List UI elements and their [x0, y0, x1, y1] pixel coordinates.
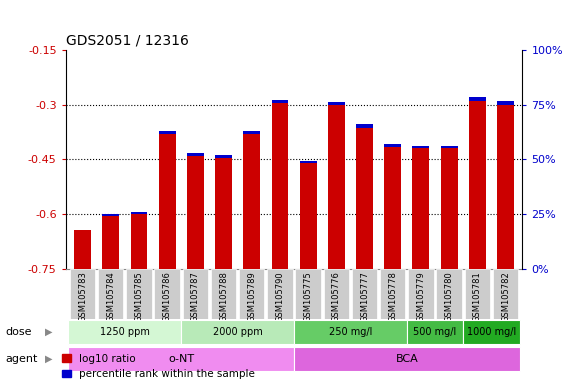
Text: GSM105776: GSM105776: [332, 271, 341, 322]
Bar: [271, 103, 288, 269]
Bar: [215, 155, 232, 157]
FancyBboxPatch shape: [352, 269, 377, 319]
Text: 1250 ppm: 1250 ppm: [100, 327, 150, 337]
Bar: [187, 156, 204, 269]
Text: 500 mg/l: 500 mg/l: [413, 327, 457, 337]
Bar: [243, 134, 260, 269]
Bar: [469, 101, 486, 269]
FancyBboxPatch shape: [69, 320, 181, 344]
Bar: [187, 153, 204, 156]
FancyBboxPatch shape: [70, 269, 95, 319]
Bar: [159, 134, 176, 269]
Text: GSM105790: GSM105790: [275, 271, 284, 322]
Text: GSM105783: GSM105783: [78, 271, 87, 322]
Bar: [497, 105, 514, 269]
Bar: [243, 131, 260, 134]
Text: GSM105787: GSM105787: [191, 271, 200, 322]
Text: ▶: ▶: [45, 354, 53, 364]
Text: 2000 ppm: 2000 ppm: [213, 327, 263, 337]
Text: GSM105779: GSM105779: [416, 271, 425, 322]
Bar: [356, 124, 373, 128]
Text: o-NT: o-NT: [168, 354, 194, 364]
Text: GDS2051 / 12316: GDS2051 / 12316: [66, 33, 188, 47]
Text: GSM105788: GSM105788: [219, 271, 228, 322]
Text: GSM105786: GSM105786: [163, 271, 172, 322]
Text: GSM105785: GSM105785: [135, 271, 143, 322]
Bar: [159, 131, 176, 134]
FancyBboxPatch shape: [463, 320, 520, 344]
Text: dose: dose: [6, 327, 32, 337]
Bar: [131, 214, 147, 269]
FancyBboxPatch shape: [98, 269, 123, 319]
FancyBboxPatch shape: [69, 347, 294, 371]
Text: GSM105789: GSM105789: [247, 271, 256, 322]
Bar: [497, 101, 514, 105]
Text: GSM105784: GSM105784: [106, 271, 115, 322]
FancyBboxPatch shape: [211, 269, 236, 319]
Bar: [412, 149, 429, 269]
Bar: [384, 144, 401, 147]
FancyBboxPatch shape: [294, 347, 520, 371]
Text: 250 mg/l: 250 mg/l: [329, 327, 372, 337]
FancyBboxPatch shape: [126, 269, 152, 319]
Bar: [271, 100, 288, 103]
Text: GSM105777: GSM105777: [360, 271, 369, 322]
Bar: [441, 149, 457, 269]
FancyBboxPatch shape: [408, 269, 433, 319]
Bar: [384, 147, 401, 269]
FancyBboxPatch shape: [183, 269, 208, 319]
Text: ▶: ▶: [45, 327, 53, 337]
Bar: [300, 161, 317, 163]
Bar: [74, 230, 91, 269]
FancyBboxPatch shape: [267, 269, 293, 319]
Bar: [441, 146, 457, 149]
Text: GSM105782: GSM105782: [501, 271, 510, 322]
Bar: [131, 212, 147, 214]
Bar: [102, 216, 119, 269]
Text: GSM105781: GSM105781: [473, 271, 482, 322]
FancyBboxPatch shape: [295, 269, 321, 319]
FancyBboxPatch shape: [239, 269, 264, 319]
Bar: [215, 157, 232, 269]
FancyBboxPatch shape: [493, 269, 518, 319]
FancyBboxPatch shape: [465, 269, 490, 319]
FancyBboxPatch shape: [181, 320, 294, 344]
Text: GSM105775: GSM105775: [304, 271, 313, 322]
FancyBboxPatch shape: [380, 269, 405, 319]
FancyBboxPatch shape: [436, 269, 462, 319]
Bar: [356, 128, 373, 269]
Text: BCA: BCA: [396, 354, 418, 364]
Bar: [328, 102, 345, 105]
FancyBboxPatch shape: [324, 269, 349, 319]
Bar: [328, 105, 345, 269]
Text: GSM105780: GSM105780: [445, 271, 453, 322]
Legend: log10 ratio, percentile rank within the sample: log10 ratio, percentile rank within the …: [62, 354, 255, 379]
Text: GSM105778: GSM105778: [388, 271, 397, 322]
Bar: [102, 214, 119, 216]
FancyBboxPatch shape: [155, 269, 180, 319]
Bar: [300, 163, 317, 269]
Text: 1000 mg/l: 1000 mg/l: [467, 327, 516, 337]
Bar: [412, 146, 429, 149]
FancyBboxPatch shape: [294, 320, 407, 344]
Text: agent: agent: [6, 354, 38, 364]
Bar: [469, 97, 486, 101]
FancyBboxPatch shape: [407, 320, 463, 344]
